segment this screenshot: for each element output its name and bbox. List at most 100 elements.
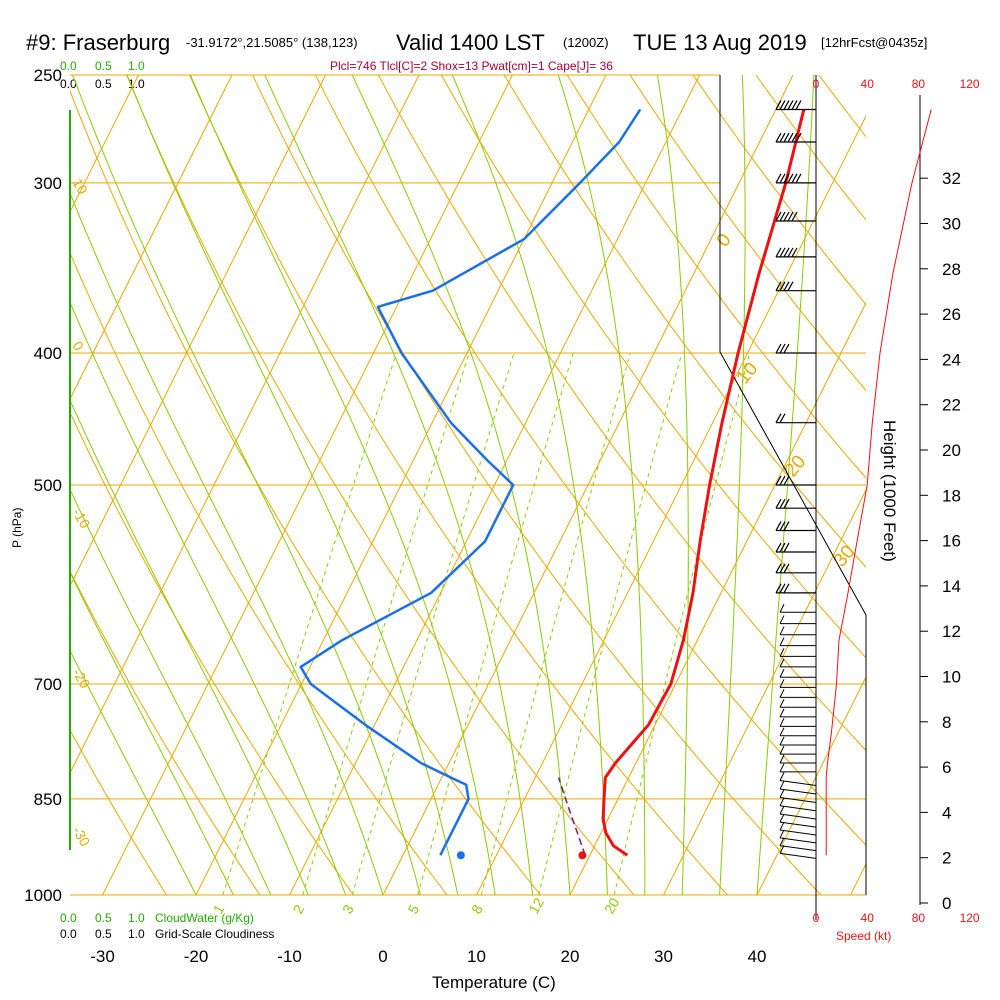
height-tick-label-20: 20 xyxy=(942,441,961,460)
mixing-ratio-label-2: 2 xyxy=(290,902,308,917)
wind-barb-low xyxy=(779,837,817,852)
dry-adiabat-330 xyxy=(315,75,866,846)
wind-speed-line xyxy=(825,109,932,856)
height-tick-label-24: 24 xyxy=(942,350,961,369)
height-tick-label-28: 28 xyxy=(942,260,961,279)
wind-barb-low xyxy=(779,745,816,755)
isotherm-label-1: 0 xyxy=(69,339,87,354)
mixing-ratio-1 xyxy=(222,352,397,895)
x-tick-label-10: 10 xyxy=(467,947,486,966)
station-title: #9: Fraserburg xyxy=(26,30,170,55)
wind-barb-low xyxy=(779,821,817,836)
x-tick-label-40: 40 xyxy=(748,947,767,966)
wind-barb xyxy=(775,583,816,594)
valid-utc: (1200Z) xyxy=(563,35,609,50)
wind-barb-low xyxy=(779,754,816,764)
moist-adiabat-20 xyxy=(351,75,571,895)
speed-tick-bottom-0: 0 xyxy=(813,911,820,925)
moist-adiabat-36 xyxy=(719,75,746,895)
wind-barb-low xyxy=(779,813,817,828)
mixing-ratio-20 xyxy=(613,352,751,895)
cloudwater-tick-bottom-1: 0.0 xyxy=(60,911,77,925)
cloudiness-tick-bottom-3: 1.0 xyxy=(128,927,145,941)
wind-barb-low xyxy=(779,797,817,812)
y-tick-label-250: 250 xyxy=(34,66,62,85)
cloudwater-tick-bottom-2: 0.5 xyxy=(95,911,112,925)
wind-barb xyxy=(775,563,816,574)
series-parcel xyxy=(557,777,586,856)
wind-barb-low xyxy=(779,679,816,688)
height-tick-label-22: 22 xyxy=(942,396,961,415)
speed-tick-bottom-40: 40 xyxy=(861,911,875,925)
dry-adiabat-280 xyxy=(70,251,448,895)
speed-tick-top-0: 0 xyxy=(813,77,820,91)
mixing-ratio-label-5: 5 xyxy=(405,902,423,917)
dry-adiabats xyxy=(70,75,866,895)
sounding-series xyxy=(299,108,806,860)
y-tick-label-500: 500 xyxy=(34,476,62,495)
height-tick-label-30: 30 xyxy=(942,215,961,234)
height-tick-label-4: 4 xyxy=(942,803,951,822)
dry-adiabat-380 xyxy=(629,75,866,392)
isotherm--60 xyxy=(70,75,233,401)
wind-barb-low xyxy=(779,805,817,820)
x-tick-label--10: -10 xyxy=(277,947,302,966)
isotherm-label-2: -10 xyxy=(69,506,93,532)
valid-time: Valid 1400 LST xyxy=(396,30,545,55)
mixing-ratio-5 xyxy=(417,352,574,895)
height-tick-label-26: 26 xyxy=(942,305,961,324)
wind-barb xyxy=(775,521,816,532)
series-dewpoint xyxy=(299,108,642,856)
cloudiness-tick-bottom-2: 0.5 xyxy=(95,927,112,941)
wind-barb xyxy=(775,211,816,222)
dry-adiabat-300 xyxy=(126,75,635,895)
height-tick-label-18: 18 xyxy=(942,486,961,505)
speed-tick-top-80: 80 xyxy=(912,77,926,91)
cloudwater-tick-bottom-3: 1.0 xyxy=(128,911,145,925)
wind-barb-low xyxy=(779,689,816,698)
surface-temperature-dot xyxy=(578,851,587,860)
wind-barb-low xyxy=(779,763,816,773)
wind-barb xyxy=(775,132,816,143)
wind-barb xyxy=(775,100,816,111)
height-tick-label-10: 10 xyxy=(942,668,961,687)
height-tick-label-8: 8 xyxy=(942,713,951,732)
speed-axis-title: Speed (kt) xyxy=(836,929,891,943)
moist-adiabat--8 xyxy=(70,399,309,895)
x-axis-ticks: -30 -20 -10 0 10 20 30 40 xyxy=(90,947,766,966)
moist-adiabat--20 xyxy=(70,649,197,895)
wind-barb-low xyxy=(779,699,816,708)
wind-barb-low xyxy=(779,708,816,718)
cloudiness-tick-top-2: 0.5 xyxy=(95,77,112,91)
cloudwater-tick-top-2: 0.5 xyxy=(95,59,112,73)
height-tick-label-16: 16 xyxy=(942,532,961,551)
cloudiness-tick-bottom-1: 0.0 xyxy=(60,927,77,941)
moist-adiabat-0 xyxy=(70,191,384,895)
wind-barb xyxy=(775,343,816,354)
moist-adiabat--12 xyxy=(70,488,272,895)
height-tick-label-32: 32 xyxy=(942,169,961,188)
wind-barb xyxy=(775,498,816,509)
wind-barb-low xyxy=(779,780,817,795)
dry-adiabat-310 xyxy=(189,75,728,895)
y-axis-title: P (hPa) xyxy=(10,508,24,548)
isotherm-label-3: -20 xyxy=(69,666,93,692)
wind-barb xyxy=(775,173,816,184)
speed-tick-top-120: 120 xyxy=(960,77,980,91)
moist-adiabat-16 xyxy=(264,75,534,895)
moist-adiabat-28 xyxy=(557,75,646,895)
wind-barb xyxy=(775,247,816,258)
moist-adiabat-40 xyxy=(756,75,815,895)
y-tick-label-400: 400 xyxy=(34,344,62,363)
forecast-info: [12hrFcst@0435z] xyxy=(821,35,927,50)
cloudwater-tick-top-1: 0.0 xyxy=(60,59,77,73)
wind-panel-boundary xyxy=(719,75,867,895)
y-tick-label-1000: 1000 xyxy=(24,886,62,905)
indices-line: Plcl=746 Tlcl[C]=2 Shox=13 Pwat[cm]=1 Ca… xyxy=(330,59,613,73)
height-tick-label-14: 14 xyxy=(942,577,961,596)
wind-barb-low xyxy=(779,845,817,859)
dry-adiabat-label-0: 0 xyxy=(713,230,736,252)
